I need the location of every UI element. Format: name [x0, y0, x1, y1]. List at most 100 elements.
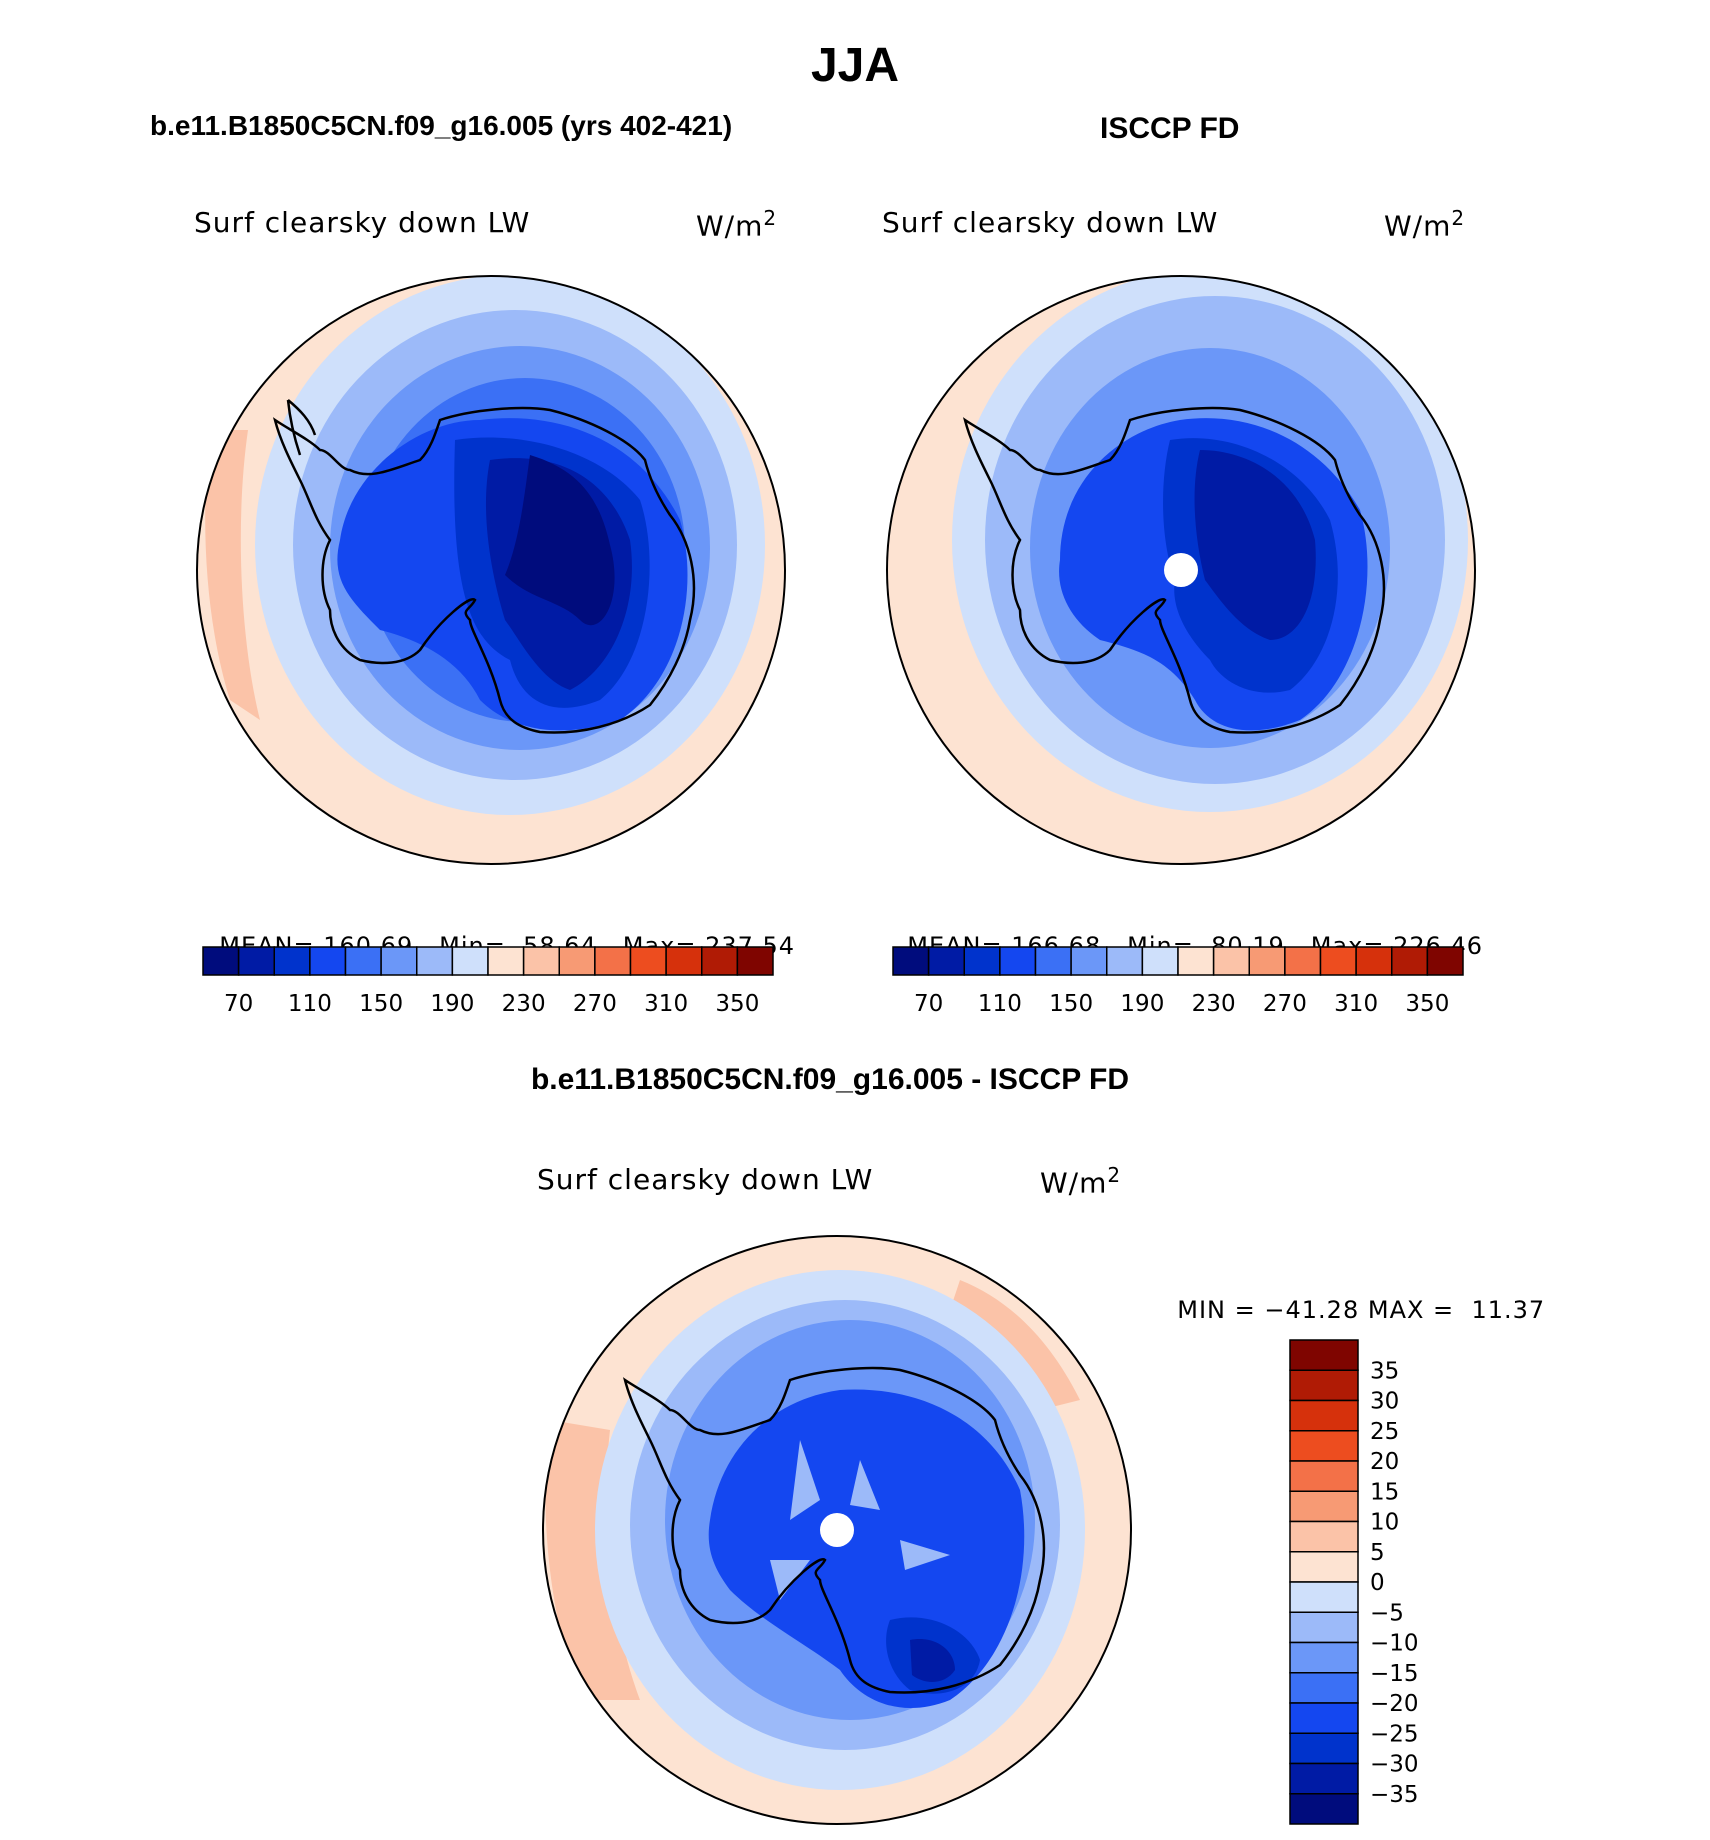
- figure-title: JJA: [810, 39, 900, 92]
- diff-colorbar-tick-label: 30: [1370, 1389, 1399, 1415]
- obs-colorbar-box: [1212, 946, 1250, 976]
- model-colorbar-tick-label: 190: [430, 991, 474, 1017]
- model-colorbar-tick-label: 230: [502, 991, 546, 1017]
- obs-colorbar-tick-label: 270: [1263, 991, 1307, 1017]
- model-colorbar-box: [416, 946, 454, 976]
- diff-colorbar-box: [1289, 1339, 1359, 1371]
- diff-colorbar-tick-label: 0: [1370, 1570, 1385, 1596]
- diff-panel-heading: b.e11.B1850C5CN.f09_g16.005 - ISCCP FD: [530, 1063, 1130, 1096]
- obs-colorbar-tick-label: 150: [1049, 991, 1093, 1017]
- diff-colorbar-tick-label: 25: [1370, 1419, 1399, 1445]
- diff-colorbar-tick-label: −15: [1370, 1661, 1419, 1687]
- model-units-exponent: 2: [763, 206, 778, 230]
- model-colorbar-tick-label: 310: [644, 991, 688, 1017]
- obs-colorbar-tick-label: 110: [978, 991, 1022, 1017]
- diff-warm-ne: [950, 1280, 1080, 1410]
- obs-colorbar-box: [927, 946, 965, 976]
- model-colorbar-box: [309, 946, 347, 976]
- obs-colorbar-box: [892, 946, 930, 976]
- diff-units: W/m: [1040, 1166, 1108, 1200]
- obs-units-label: W/m2: [1384, 206, 1465, 242]
- obs-colorbar-box: [1319, 946, 1357, 976]
- obs-colorbar-box: [963, 946, 1001, 976]
- diff-colorbar-box: [1289, 1551, 1359, 1583]
- model-colorbar-box: [665, 946, 703, 976]
- model-colorbar-box: [736, 946, 774, 976]
- obs-colorbar: 70 110 150 190 230 270 310 350: [892, 946, 1464, 1017]
- diff-units-exponent: 2: [1107, 1163, 1122, 1187]
- model-panel-heading: b.e11.B1850C5CN.f09_g16.005 (yrs 402-421…: [150, 110, 733, 141]
- model-colorbar-box: [202, 946, 240, 976]
- obs-map: [887, 276, 1475, 864]
- obs-colorbar-tick-label: 230: [1192, 991, 1236, 1017]
- model-colorbar-box: [522, 946, 560, 976]
- diff-min-label: MIN =: [1177, 1296, 1256, 1324]
- obs-map-border: [886, 275, 1476, 865]
- model-colorbar-box: [273, 946, 311, 976]
- obs-units-exponent: 2: [1451, 206, 1466, 230]
- diff-pale-streaks: [770, 1440, 950, 1600]
- diff-colorbar-box: [1289, 1430, 1359, 1462]
- diff-colorbar-tick-label: −35: [1370, 1782, 1419, 1808]
- model-colorbar-tick-label: 150: [359, 991, 403, 1017]
- diff-max-label: MAX =: [1367, 1296, 1455, 1324]
- diff-colorbar-box: [1289, 1762, 1359, 1795]
- diff-colorbar-tick-label: −20: [1370, 1691, 1419, 1717]
- model-colorbar-box: [701, 946, 739, 976]
- model-colorbar-box: [380, 946, 418, 976]
- model-colorbar-box: [594, 946, 632, 976]
- obs-colorbar-box: [1391, 946, 1429, 976]
- obs-variable-label: Surf clearsky down LW: [882, 206, 1219, 239]
- model-colorbar-box: [344, 946, 382, 976]
- diff-colorbar: 35 30 25 20 15 10 5 0 −5 −10 −15 −20 −25 −30 −35: [1289, 1339, 1419, 1825]
- obs-coastline: [963, 406, 1386, 734]
- diff-colorbar-tick-label: −30: [1370, 1752, 1419, 1778]
- diff-colorbar-box: [1289, 1793, 1359, 1825]
- diff-max-value: 11.37: [1471, 1296, 1546, 1324]
- diff-colorbar-tick-label: −10: [1370, 1631, 1419, 1657]
- diff-map-border: [542, 1235, 1132, 1825]
- model-variable-label: Surf clearsky down LW: [194, 206, 531, 239]
- obs-colorbar-box: [1034, 946, 1072, 976]
- diff-colorbar-box: [1289, 1399, 1359, 1432]
- model-units: W/m: [696, 209, 764, 243]
- obs-pole-hole: [1164, 553, 1198, 587]
- diff-map: [543, 1236, 1131, 1824]
- model-colorbar-box: [629, 946, 667, 976]
- diff-colorbar-tick-label: 35: [1370, 1358, 1399, 1384]
- model-colorbar-tick-label: 270: [573, 991, 617, 1017]
- diff-colorbar-tick-label: 10: [1370, 1510, 1399, 1536]
- diff-colorbar-box: [1289, 1732, 1359, 1765]
- obs-colorbar-box: [1070, 946, 1108, 976]
- diff-colorbar-box: [1289, 1581, 1359, 1613]
- model-colorbar-box: [451, 946, 489, 976]
- model-colorbar-tick-label: 70: [224, 991, 253, 1017]
- obs-colorbar-tick-label: 190: [1120, 991, 1164, 1017]
- obs-colorbar-tick-label: 310: [1334, 991, 1378, 1017]
- model-coastline: [273, 406, 696, 734]
- model-peninsula: [286, 399, 317, 456]
- obs-colorbar-box: [1426, 946, 1464, 976]
- obs-colorbar-box: [1284, 946, 1322, 976]
- diff-colorbar-tick-label: −5: [1370, 1600, 1404, 1626]
- diff-colorbar-tick-label: −25: [1370, 1721, 1419, 1747]
- model-land4: [505, 455, 615, 626]
- diff-stats: MIN = −41.28 MAX = 11.37: [1160, 1268, 1545, 1324]
- obs-colorbar-box: [1248, 946, 1286, 976]
- diff-colorbar-tick-label: 20: [1370, 1449, 1399, 1475]
- diff-colorbar-box: [1289, 1520, 1359, 1553]
- diff-variable-label: Surf clearsky down LW: [537, 1163, 874, 1196]
- obs-colorbar-box: [1177, 946, 1215, 976]
- model-colorbar-tick-label: 110: [288, 991, 332, 1017]
- diff-colorbar-box: [1289, 1611, 1359, 1644]
- model-colorbar-box: [558, 946, 596, 976]
- diff-colorbar-tick-label: 15: [1370, 1479, 1399, 1505]
- model-colorbar-box: [237, 946, 275, 976]
- diff-colorbar-box: [1289, 1460, 1359, 1492]
- diff-units-label: W/m2: [1040, 1163, 1121, 1199]
- model-map: [197, 276, 785, 864]
- diff-colorbar-box: [1289, 1490, 1359, 1523]
- obs-colorbar-box: [999, 946, 1037, 976]
- model-warm-band: [205, 430, 260, 720]
